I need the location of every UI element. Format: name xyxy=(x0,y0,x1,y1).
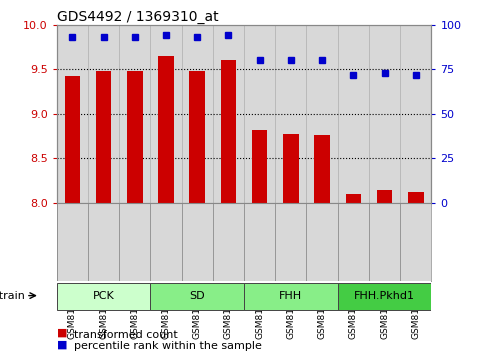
Bar xyxy=(244,282,338,310)
Bar xyxy=(408,192,423,203)
Bar xyxy=(377,190,392,203)
Text: FHH: FHH xyxy=(280,291,302,301)
Text: ■: ■ xyxy=(57,328,67,338)
Text: PCK: PCK xyxy=(93,291,114,301)
Bar xyxy=(338,282,431,310)
Bar xyxy=(244,25,275,203)
Text: ■: ■ xyxy=(57,339,67,349)
Bar xyxy=(189,71,205,203)
Bar xyxy=(213,203,244,281)
Bar xyxy=(88,203,119,281)
Bar xyxy=(119,25,150,203)
Bar xyxy=(275,25,307,203)
Bar xyxy=(150,203,181,281)
Bar xyxy=(119,203,150,281)
Bar xyxy=(275,203,307,281)
Bar xyxy=(369,25,400,203)
Text: strain: strain xyxy=(0,291,25,301)
Bar xyxy=(315,135,330,203)
Bar xyxy=(57,282,150,310)
Bar xyxy=(96,71,111,203)
Text: GDS4492 / 1369310_at: GDS4492 / 1369310_at xyxy=(57,10,218,24)
Bar xyxy=(57,203,88,281)
Bar xyxy=(244,203,275,281)
Bar xyxy=(307,25,338,203)
Bar xyxy=(158,56,174,203)
Bar xyxy=(57,25,88,203)
Bar xyxy=(400,25,431,203)
Bar xyxy=(88,25,119,203)
Bar xyxy=(338,203,369,281)
Bar xyxy=(346,194,361,203)
Bar xyxy=(213,25,244,203)
Bar xyxy=(181,25,213,203)
Text: percentile rank within the sample: percentile rank within the sample xyxy=(74,341,262,351)
Text: FHH.Pkhd1: FHH.Pkhd1 xyxy=(354,291,415,301)
Bar xyxy=(181,203,213,281)
Bar xyxy=(150,282,244,310)
Bar xyxy=(252,130,267,203)
Bar xyxy=(150,25,181,203)
Bar xyxy=(369,203,400,281)
Bar xyxy=(307,203,338,281)
Bar xyxy=(400,203,431,281)
Bar xyxy=(283,134,299,203)
Bar xyxy=(65,75,80,203)
Bar xyxy=(127,71,142,203)
Bar xyxy=(221,61,236,203)
Bar xyxy=(338,25,369,203)
Text: transformed count: transformed count xyxy=(74,330,177,339)
Text: SD: SD xyxy=(189,291,205,301)
